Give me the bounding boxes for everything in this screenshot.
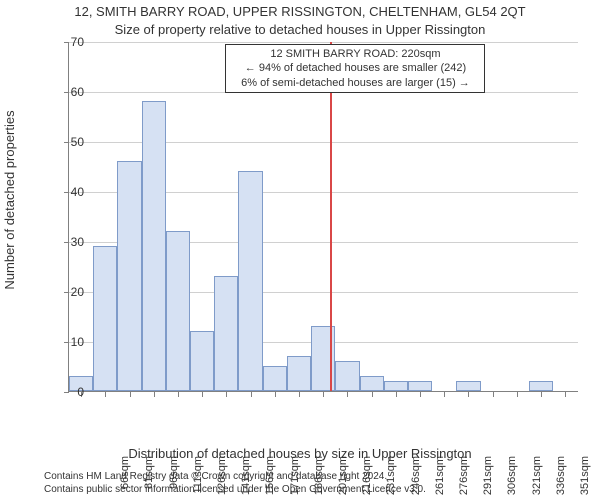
histogram-bar (166, 231, 190, 391)
histogram-bar (529, 381, 553, 391)
x-tick-mark (178, 392, 179, 397)
y-tick-label: 10 (44, 335, 84, 349)
histogram-bar (93, 246, 117, 391)
annotation-line: 12 SMITH BARRY ROAD: 220sqm (230, 47, 480, 61)
annotation-line: ← 94% of detached houses are smaller (24… (230, 61, 480, 75)
x-tick-mark (130, 392, 131, 397)
x-tick-mark (347, 392, 348, 397)
y-tick-label: 20 (44, 285, 84, 299)
histogram-bar (311, 326, 335, 391)
x-tick-mark (323, 392, 324, 397)
footer-line-1: Contains HM Land Registry data © Crown c… (44, 471, 592, 484)
histogram-bar (408, 381, 432, 391)
histogram-bar (384, 381, 408, 391)
y-tick-label: 0 (44, 385, 84, 399)
x-tick-mark (493, 392, 494, 397)
x-tick-mark (299, 392, 300, 397)
histogram-bar (238, 171, 262, 391)
histogram-bar (214, 276, 238, 391)
histogram-bar (287, 356, 311, 391)
histogram-bar (263, 366, 287, 391)
annotation-box: 12 SMITH BARRY ROAD: 220sqm← 94% of deta… (225, 44, 485, 93)
histogram-bar (190, 331, 214, 391)
x-tick-mark (468, 392, 469, 397)
y-axis-label-text: Number of detached properties (2, 110, 17, 289)
histogram-bar (456, 381, 480, 391)
y-axis-label: Number of detached properties (2, 21, 17, 200)
x-tick-mark (251, 392, 252, 397)
y-tick-label: 40 (44, 185, 84, 199)
gridline (69, 42, 578, 43)
x-tick-mark (275, 392, 276, 397)
x-tick-mark (202, 392, 203, 397)
x-tick-mark (226, 392, 227, 397)
x-tick-mark (372, 392, 373, 397)
chart-title-line2: Size of property relative to detached ho… (0, 22, 600, 37)
x-tick-mark (541, 392, 542, 397)
x-axis-label: Distribution of detached houses by size … (0, 446, 600, 461)
footer-line-2: Contains public sector information licen… (44, 484, 592, 497)
y-tick-label: 50 (44, 135, 84, 149)
chart-title-line1: 12, SMITH BARRY ROAD, UPPER RISSINGTON, … (0, 4, 600, 19)
x-tick-mark (420, 392, 421, 397)
y-tick-label: 60 (44, 85, 84, 99)
y-tick-label: 30 (44, 235, 84, 249)
x-tick-mark (396, 392, 397, 397)
histogram-bar (117, 161, 141, 391)
y-tick-label: 70 (44, 35, 84, 49)
plot-area: 66sqm81sqm96sqm111sqm126sqm141sqm156sqm1… (68, 42, 578, 392)
histogram-bar (360, 376, 384, 391)
marker-line (330, 42, 332, 391)
x-tick-mark (444, 392, 445, 397)
annotation-line: 6% of semi-detached houses are larger (1… (230, 76, 480, 90)
histogram-bar (142, 101, 166, 391)
x-tick-mark (154, 392, 155, 397)
x-tick-mark (105, 392, 106, 397)
x-tick-mark (517, 392, 518, 397)
chart-container: 12, SMITH BARRY ROAD, UPPER RISSINGTON, … (0, 0, 600, 500)
histogram-bar (335, 361, 359, 391)
footer-attribution: Contains HM Land Registry data © Crown c… (44, 471, 592, 496)
x-tick-mark (565, 392, 566, 397)
